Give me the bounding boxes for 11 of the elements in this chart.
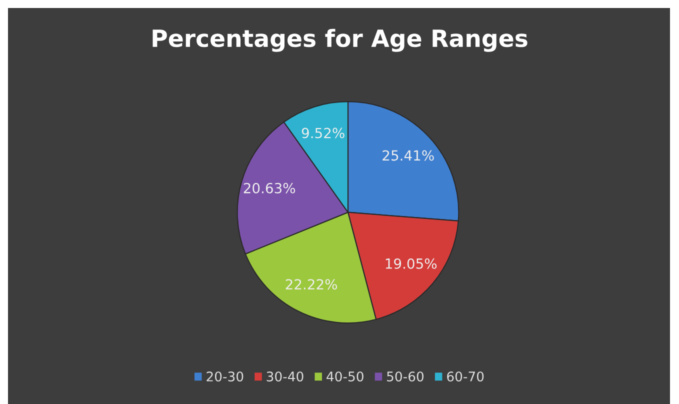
- legend-label: 50-60: [387, 372, 424, 382]
- data-label: 19.05%: [386, 258, 437, 269]
- legend-label: 20-30: [206, 372, 244, 382]
- legend-label: 30-40: [266, 372, 304, 382]
- legend-label: 60-70: [447, 372, 484, 382]
- legend-label: 40-50: [326, 372, 364, 382]
- chart-title: Percentages for Age Ranges: [152, 28, 528, 52]
- data-label: 9.52%: [302, 128, 344, 138]
- data-label: 22.22%: [286, 279, 338, 290]
- data-label: 20.63%: [244, 182, 296, 194]
- data-label: 25.41%: [382, 150, 434, 161]
